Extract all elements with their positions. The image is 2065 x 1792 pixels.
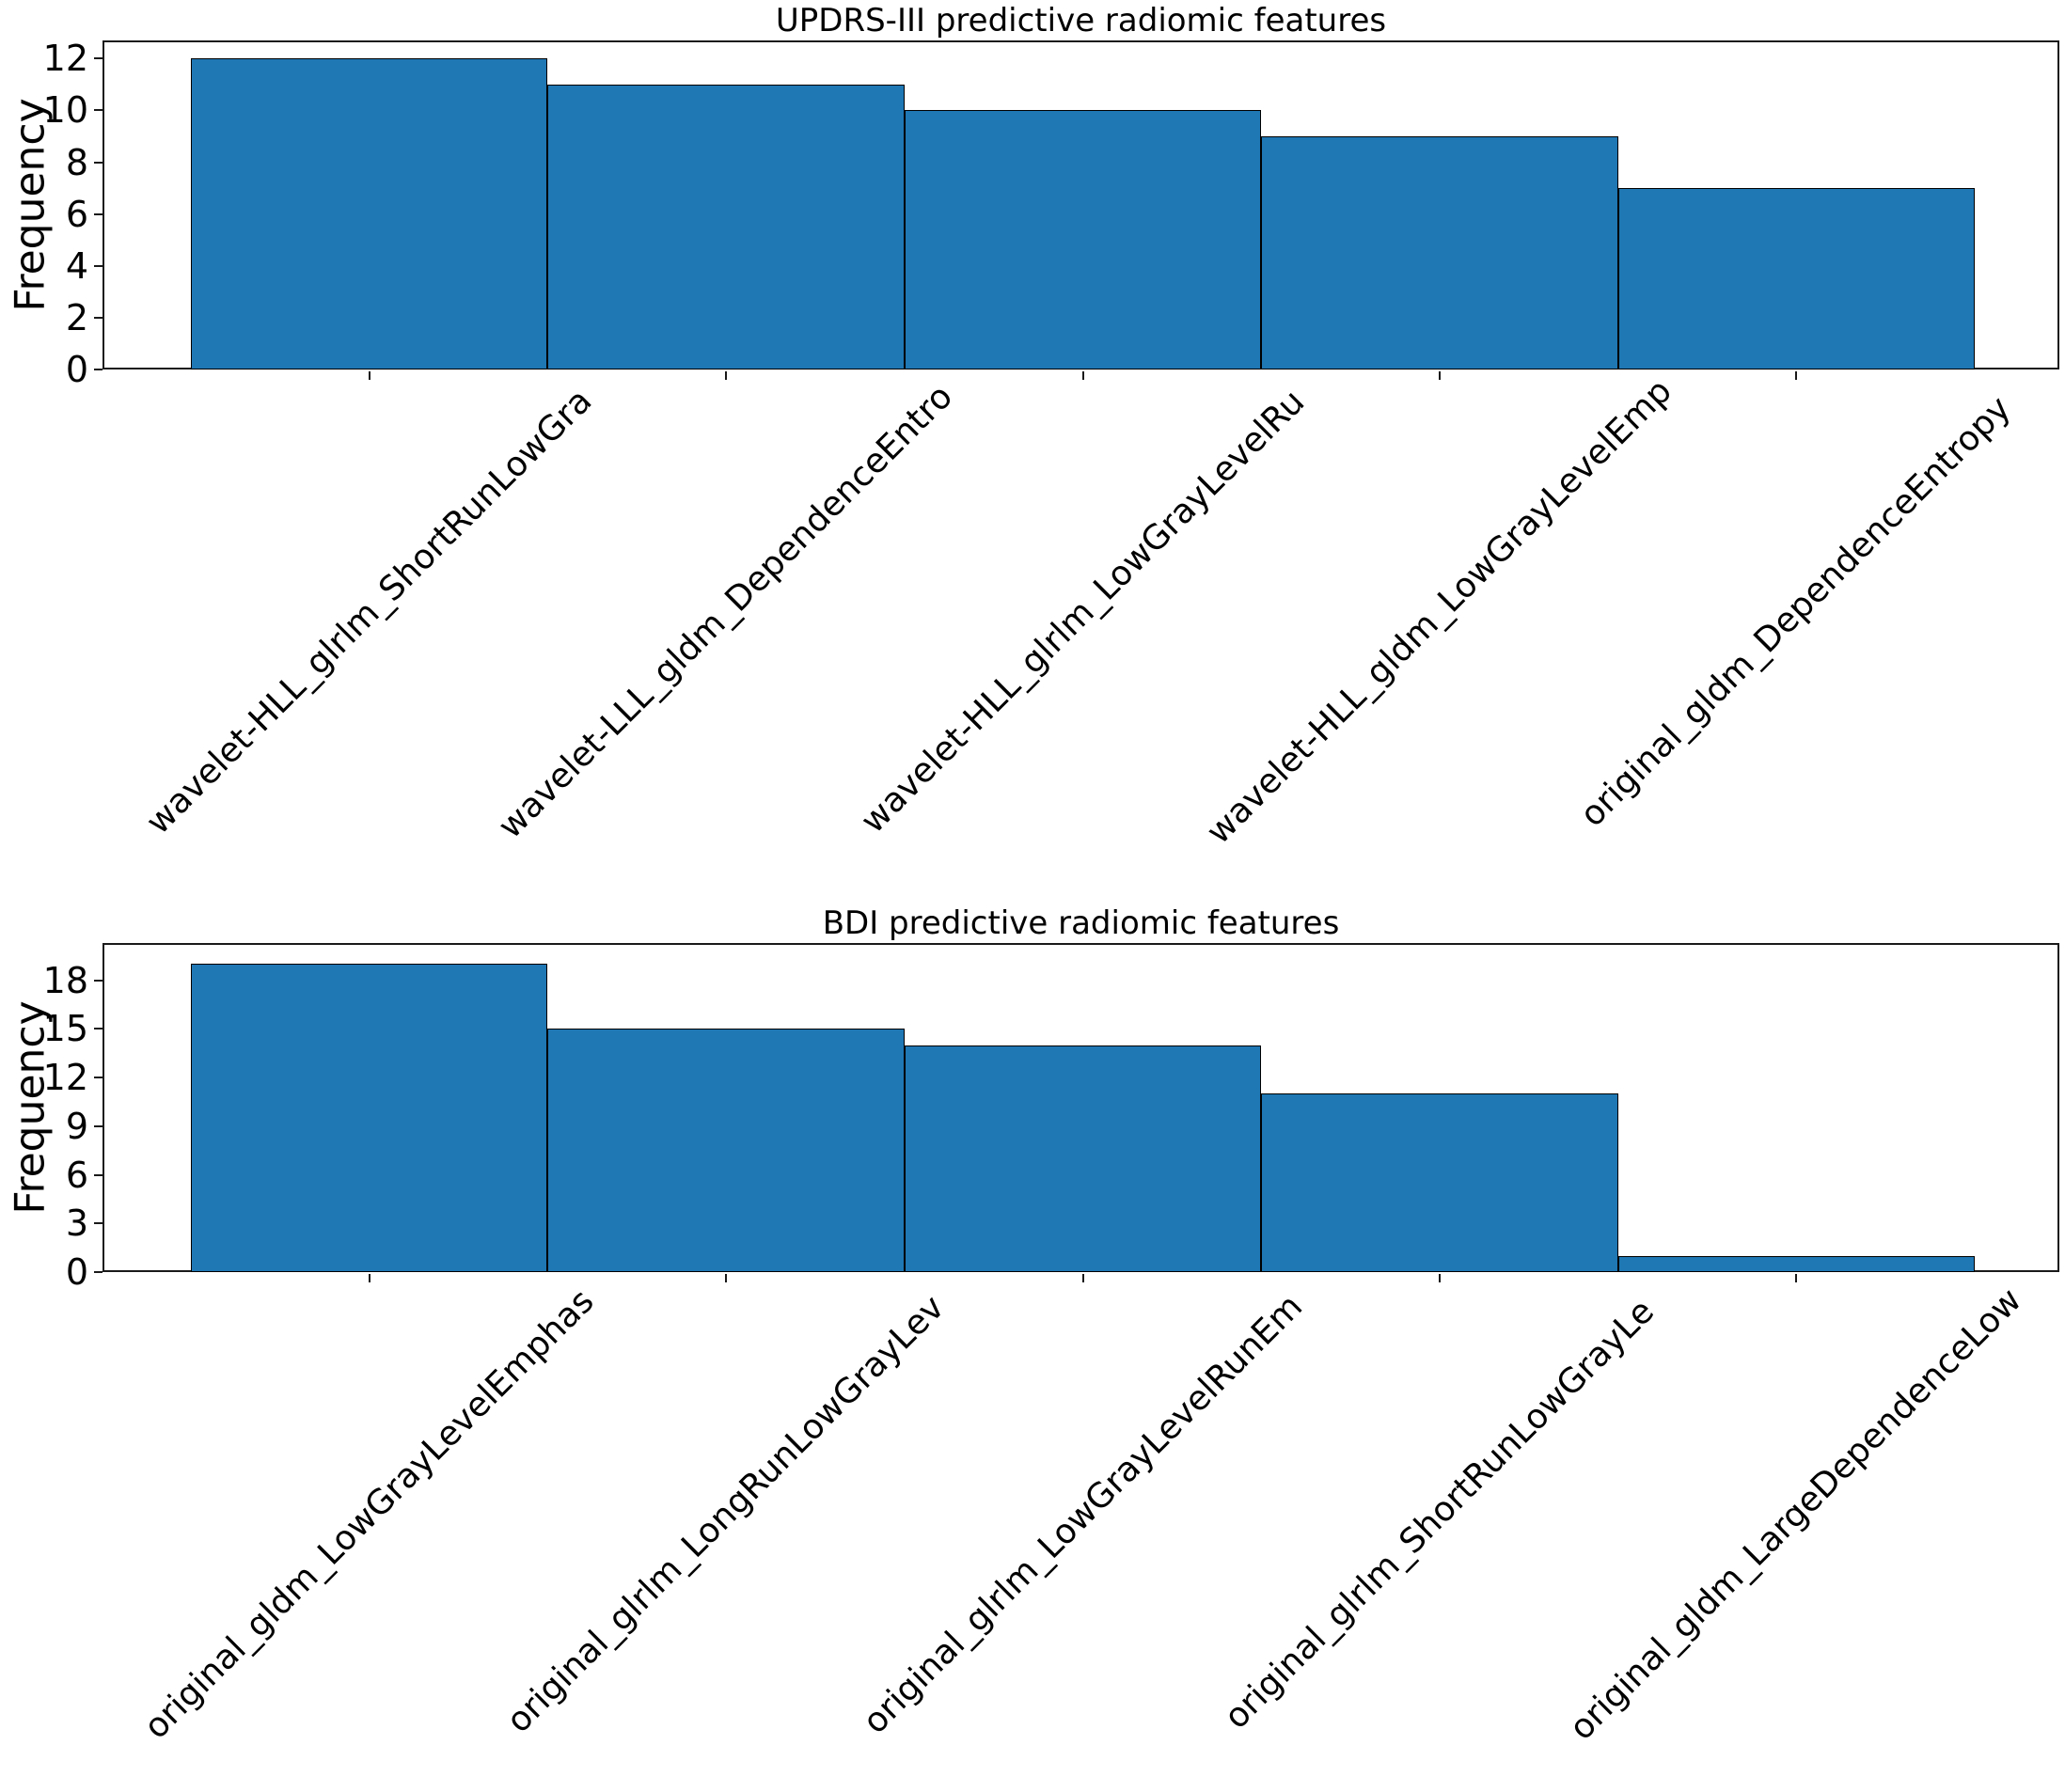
x-tick-label: wavelet-HLL_glrlm_ShortRunLowGra: [138, 381, 600, 842]
x-tick-label: wavelet-HLL_glrlm_LowGrayLevelRu: [853, 382, 1312, 841]
y-tick-label: 4: [65, 244, 88, 287]
x-tick-mark: [1795, 371, 1798, 380]
chart-updrs-title: UPDRS-III predictive radiomic features: [775, 2, 1387, 39]
x-tick-mark: [368, 1274, 370, 1282]
bar: [547, 84, 905, 369]
y-tick-label: 0: [65, 349, 88, 390]
bar: [191, 58, 548, 369]
y-tick-label: 0: [65, 1251, 88, 1293]
y-tick-mark: [94, 1124, 102, 1127]
y-tick-mark: [94, 57, 102, 60]
x-tick-label: original_glrlm_LongRunLowGrayLev: [499, 1288, 953, 1741]
x-tick-label: original_gldm_DependenceEntropy: [1573, 388, 2019, 835]
y-tick-mark: [94, 109, 102, 112]
y-tick-label: 9: [65, 1105, 88, 1147]
x-tick-mark: [1795, 1274, 1798, 1282]
bar: [1261, 1093, 1618, 1272]
bar: [1261, 135, 1618, 369]
y-tick-mark: [94, 1077, 102, 1079]
y-tick-label: 12: [42, 38, 88, 80]
x-tick-mark: [1081, 1274, 1084, 1282]
y-tick-label: 6: [65, 193, 88, 235]
x-tick-label: original_glrlm_LowGrayLevelRunEm: [855, 1287, 1310, 1742]
x-tick-mark: [1081, 371, 1084, 380]
y-tick-mark: [94, 1028, 102, 1030]
x-tick-label: original_gldm_LowGrayLevelEmphas: [136, 1281, 602, 1747]
chart-bdi-title: BDI predictive radiomic features: [822, 904, 1340, 942]
y-tick-mark: [94, 212, 102, 215]
x-tick-mark: [1438, 1274, 1441, 1282]
y-tick-label: 8: [65, 141, 88, 183]
y-tick-mark: [94, 1222, 102, 1225]
y-tick-label: 6: [65, 1154, 88, 1196]
y-tick-mark: [94, 316, 102, 319]
bar: [1617, 188, 1975, 369]
y-tick-label: 2: [65, 296, 88, 338]
bar: [904, 1045, 1262, 1272]
bar: [1617, 1255, 1975, 1272]
y-tick-mark: [94, 161, 102, 164]
y-tick-mark: [94, 1271, 102, 1273]
bar: [904, 110, 1262, 369]
y-tick-label: 12: [42, 1057, 88, 1099]
x-tick-mark: [368, 371, 370, 380]
y-tick-mark: [94, 369, 102, 370]
y-tick-label: 10: [42, 89, 88, 132]
x-tick-mark: [725, 1274, 728, 1282]
y-tick-label: 18: [42, 959, 88, 1001]
y-tick-label: 3: [65, 1203, 88, 1245]
y-tick-mark: [94, 1173, 102, 1176]
x-tick-label: original_gldm_LargeDependenceLow: [1562, 1281, 2030, 1748]
x-tick-mark: [1438, 371, 1441, 380]
y-tick-mark: [94, 264, 102, 267]
bar: [191, 964, 548, 1272]
y-tick-mark: [94, 979, 102, 982]
x-tick-mark: [725, 371, 728, 380]
y-tick-label: 15: [42, 1008, 88, 1050]
bar: [547, 1029, 905, 1272]
x-tick-label: original_glrlm_ShortRunLowGrayLe: [1217, 1292, 1662, 1737]
